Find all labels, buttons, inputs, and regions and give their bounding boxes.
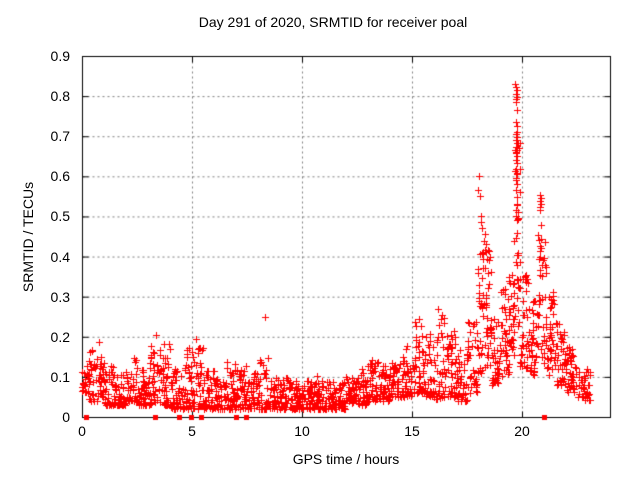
y-tick-label: 0.6 [50,168,70,185]
x-tick-label: 0 [78,423,86,439]
y-tick-label: 0.7 [50,128,70,145]
x-axis-title: GPS time / hours [292,451,400,467]
y-tick-label: 0.9 [50,48,70,64]
y-tick-label: 0 [62,409,70,425]
x-tick-label: 15 [404,423,420,439]
x-tick-label: 5 [188,423,196,439]
y-tick-label: 0.5 [50,208,70,225]
y-tick-label: 0.1 [50,368,70,385]
y-tick-label: 0.8 [50,88,70,105]
y-tick-label: 0.3 [50,288,70,305]
y-tick-label: 0.4 [50,248,70,265]
y-axis-title: SRMTID / TECUs [20,181,36,293]
x-tick-label: 20 [514,423,530,439]
chart-title: Day 291 of 2020, SRMTID for receiver poa… [198,14,468,30]
y-tick-label: 0.2 [50,328,70,345]
x-tick-label: 10 [294,423,310,439]
